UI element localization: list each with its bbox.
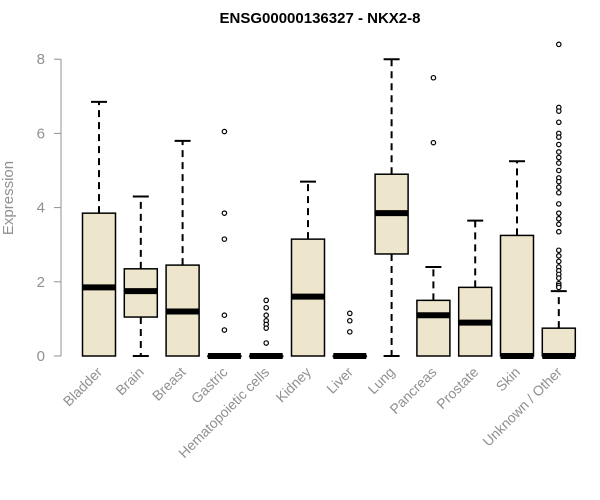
- y-tick-label: 6: [37, 125, 45, 142]
- y-tick-label: 4: [37, 200, 45, 217]
- outlier-point: [555, 258, 562, 265]
- outlier-point: [555, 275, 562, 281]
- outlier-point: [555, 201, 562, 207]
- outlier-point: [221, 236, 228, 242]
- box-lung: [374, 58, 409, 357]
- outlier-point: [555, 189, 562, 196]
- outlier-point: [263, 297, 270, 304]
- x-tick-label: Breast: [149, 364, 189, 404]
- x-tick-label: Skin: [493, 364, 524, 395]
- outlier-point: [263, 312, 270, 318]
- box-hematopoietic-cells: [248, 297, 284, 359]
- outlier-point: [430, 74, 437, 81]
- box-kidney: [290, 180, 326, 357]
- outlier-point: [555, 119, 562, 126]
- y-axis-label: Expression: [0, 161, 17, 235]
- outlier-point: [555, 228, 562, 235]
- box-skin: [499, 160, 535, 359]
- outlier-point: [555, 215, 562, 222]
- chart-title: ENSG00000136327 - NKX2-8: [220, 10, 421, 27]
- x-tick-label: Brain: [112, 364, 146, 398]
- outlier-point: [555, 134, 562, 140]
- box-unknown-other: [541, 41, 577, 359]
- outlier-point: [263, 340, 270, 346]
- outlier-point: [555, 154, 562, 161]
- outlier-point: [263, 325, 270, 331]
- y-tick-label: 0: [37, 348, 45, 365]
- y-tick-label: 2: [37, 274, 45, 291]
- y-axis-ticks: 0 2 4 6 8: [37, 51, 61, 365]
- x-tick-label: Lung: [364, 364, 397, 397]
- outlier-point: [221, 210, 228, 216]
- x-tick-label: Unknown / Other: [479, 364, 565, 450]
- box-pancreas: [416, 74, 451, 357]
- x-tick-label: Liver: [323, 364, 356, 397]
- outlier-point: [555, 160, 562, 166]
- outlier-point: [555, 141, 562, 148]
- box-brain: [123, 195, 159, 357]
- outlier-point: [346, 329, 353, 335]
- outlier-point: [555, 167, 562, 174]
- outlier-point: [555, 108, 562, 114]
- box-prostate: [457, 219, 493, 357]
- outlier-point: [555, 253, 562, 259]
- outlier-point: [346, 317, 353, 324]
- box-gastric: [207, 128, 242, 359]
- x-tick-label: Prostate: [433, 364, 481, 412]
- outlier-point: [263, 304, 270, 311]
- outlier-point: [555, 221, 562, 228]
- outlier-point: [221, 128, 228, 135]
- box-breast: [165, 139, 200, 357]
- outlier-point: [555, 284, 562, 291]
- y-tick-label: 8: [37, 51, 45, 68]
- outlier-point: [221, 327, 228, 333]
- outlier-point: [430, 139, 437, 146]
- outlier-point: [555, 247, 562, 254]
- box-rect: [541, 327, 577, 357]
- box-bladder: [81, 100, 117, 357]
- boxes-group: [81, 41, 577, 359]
- outlier-point: [555, 184, 562, 190]
- outlier-point: [555, 149, 562, 155]
- outlier-point: [221, 312, 228, 318]
- outlier-point: [346, 310, 353, 317]
- box-liver: [332, 310, 368, 359]
- outlier-point: [555, 178, 562, 185]
- box-rect: [416, 299, 451, 357]
- x-tick-label: Kidney: [273, 364, 315, 406]
- outlier-point: [555, 41, 562, 48]
- box-rect: [499, 234, 535, 357]
- outlier-point: [555, 210, 562, 216]
- x-tick-label: Bladder: [60, 364, 106, 410]
